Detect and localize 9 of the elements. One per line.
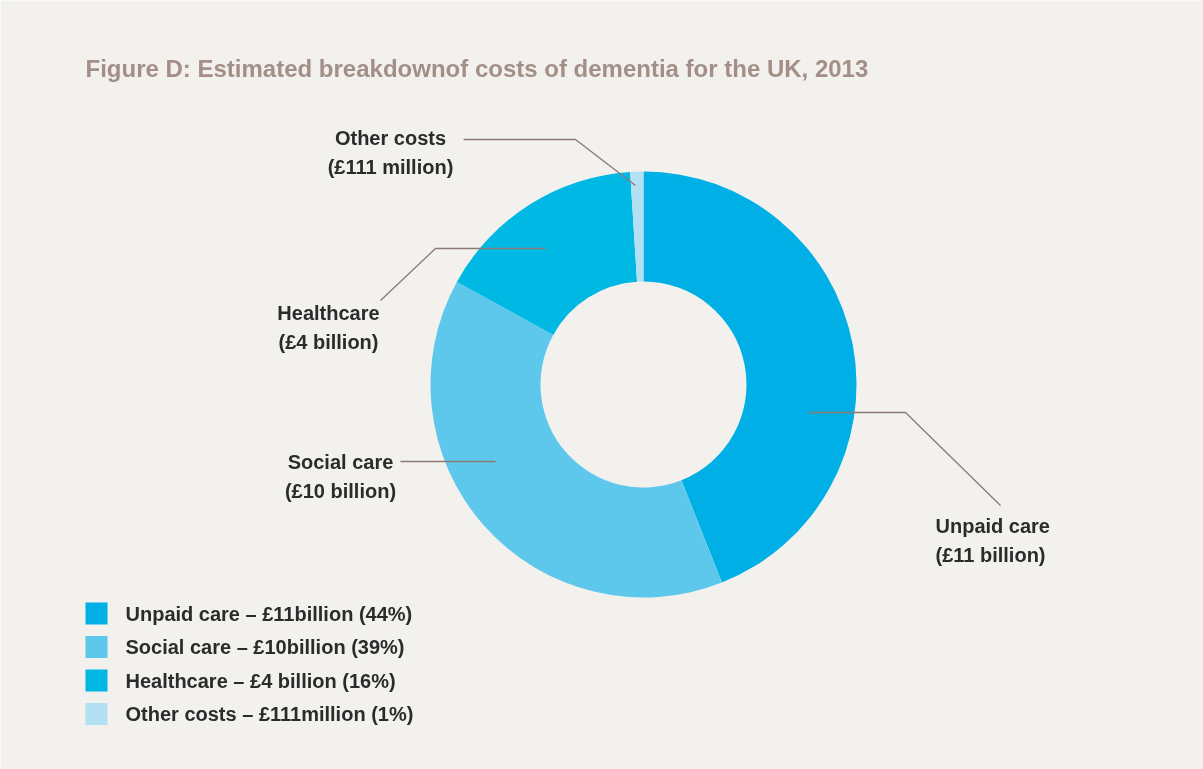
legend-label: Other costs – £111million (1%) (125, 703, 414, 725)
legend-label: Healthcare – £4 billion (16%) (125, 669, 396, 692)
legend-label: Social care – £10billion (39%) (125, 636, 405, 658)
text: Unpaid care (£11 billion) (935, 514, 1050, 567)
text: Other costs (£111 million) (327, 126, 454, 179)
text: Social care (£10 billion) (284, 450, 397, 503)
text: Healthcare (£4 billion) (277, 301, 380, 354)
chart-title: Figure D: Estimated breakdownof costs of dementia for the UK, 2013 (85, 55, 869, 82)
legend-label: Unpaid care – £11billion (44%) (125, 602, 413, 625)
